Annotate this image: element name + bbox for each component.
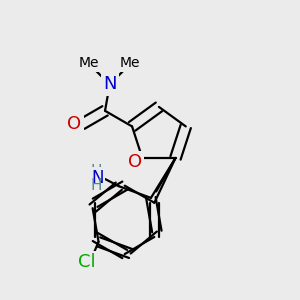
Text: H: H bbox=[91, 164, 102, 179]
Text: O: O bbox=[128, 153, 142, 171]
Text: N: N bbox=[103, 76, 116, 94]
Text: Me: Me bbox=[120, 56, 140, 70]
Text: H: H bbox=[91, 178, 102, 193]
Text: Me: Me bbox=[79, 56, 100, 70]
Text: O: O bbox=[68, 115, 82, 133]
Text: N: N bbox=[92, 169, 104, 187]
Text: Cl: Cl bbox=[78, 254, 95, 272]
